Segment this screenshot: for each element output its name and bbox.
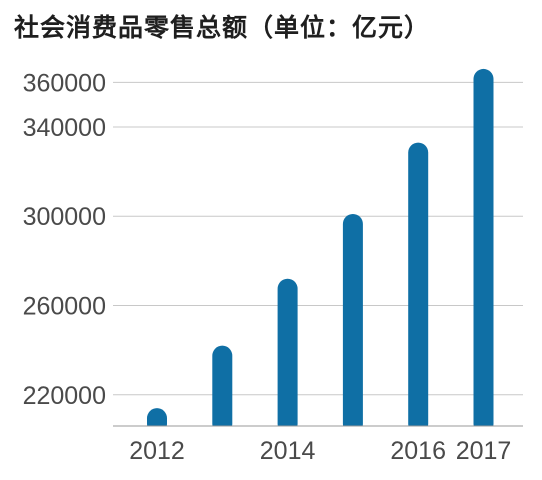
y-tick-label: 220000 — [23, 382, 106, 410]
y-tick-label: 360000 — [23, 69, 106, 97]
bar-2017 — [473, 68, 494, 435]
x-tick-label: 2012 — [129, 437, 185, 465]
bar-2014 — [277, 278, 298, 434]
bar-2013 — [212, 345, 233, 434]
y-tick-label: 340000 — [23, 114, 106, 142]
x-axis-labels: 2012 2014 2016 2017 — [129, 437, 511, 465]
y-tick-label: 300000 — [23, 203, 106, 231]
bar-2016 — [408, 142, 429, 434]
gridlines — [113, 81, 523, 396]
chart-title: 社会消费品零售总额（单位：亿元） — [14, 13, 431, 42]
x-tick-label: 2014 — [260, 437, 316, 465]
axis-mask — [113, 426, 523, 437]
y-tick-label: 260000 — [23, 292, 106, 320]
x-tick-label: 2016 — [390, 437, 446, 465]
bar-2015 — [342, 213, 363, 434]
bars — [113, 68, 523, 437]
x-tick-label: 2017 — [456, 437, 512, 465]
y-axis-labels: 220000 260000 300000 340000 360000 — [23, 69, 106, 409]
